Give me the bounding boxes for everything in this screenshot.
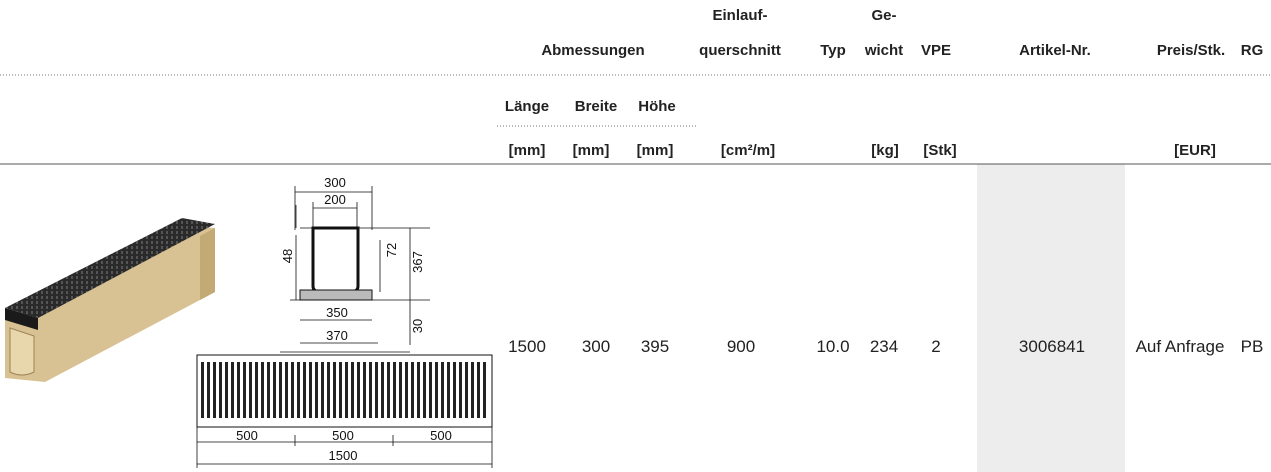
dimension: 48 (280, 249, 295, 263)
dimension: 300 (324, 175, 346, 190)
unit: [mm] (637, 142, 674, 159)
cell: 10.0 (816, 337, 849, 356)
header: Abmessungen (541, 42, 644, 59)
unit: [cm²/m] (721, 142, 775, 159)
dimension: 30 (410, 319, 425, 333)
subheader: Länge (505, 98, 549, 115)
cell: PB (1241, 337, 1264, 356)
header: Preis/Stk. (1157, 42, 1225, 59)
cell: 234 (870, 337, 898, 356)
cell: 395 (641, 337, 669, 356)
cell: 1500 (508, 337, 546, 356)
unit: [mm] (509, 142, 546, 159)
header: Einlauf- (713, 7, 768, 24)
dimension: 500 (332, 428, 354, 443)
cell: 300 (582, 337, 610, 356)
cell: 900 (727, 337, 755, 356)
dimension: 350 (326, 305, 348, 320)
cell: 3006841 (1019, 337, 1085, 356)
page: Abmessungen Einlauf- querschnitt Typ Ge-… (0, 0, 1271, 472)
dimension: 370 (326, 328, 348, 343)
header: wicht (864, 42, 903, 59)
subheader: Breite (575, 98, 618, 115)
cell: Auf Anfrage (1136, 337, 1225, 356)
unit: [Stk] (923, 142, 956, 159)
unit: [mm] (573, 142, 610, 159)
unit: [kg] (871, 142, 899, 159)
dimension: 1500 (329, 448, 358, 463)
header: Ge- (871, 7, 896, 24)
dimension: 500 (430, 428, 452, 443)
header: Typ (820, 42, 846, 59)
dimension: 200 (324, 192, 346, 207)
unit: [EUR] (1174, 142, 1216, 159)
product-image (5, 218, 215, 382)
shaded-column (977, 164, 1125, 472)
header: Artikel-Nr. (1019, 42, 1091, 59)
cell: 2 (931, 337, 940, 356)
dimension: 500 (236, 428, 258, 443)
technical-drawing: 300 200 48 72 367 350 370 30 500 500 500… (197, 175, 492, 468)
dimension: 367 (410, 251, 425, 273)
header: RG (1241, 42, 1264, 59)
header: querschnitt (699, 42, 781, 59)
subheader: Höhe (638, 98, 676, 115)
dimension: 72 (384, 243, 399, 257)
header: VPE (921, 42, 951, 59)
